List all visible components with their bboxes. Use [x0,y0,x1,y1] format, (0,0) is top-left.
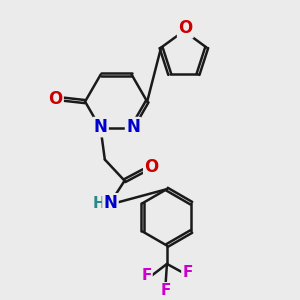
Text: F: F [160,283,171,298]
Text: N: N [103,194,117,212]
Text: F: F [141,268,152,283]
Text: O: O [144,158,158,175]
Text: N: N [126,118,140,136]
Text: O: O [178,19,192,37]
Text: O: O [48,90,62,108]
Text: N: N [94,118,107,136]
Text: F: F [182,265,193,280]
Text: H: H [93,196,106,211]
